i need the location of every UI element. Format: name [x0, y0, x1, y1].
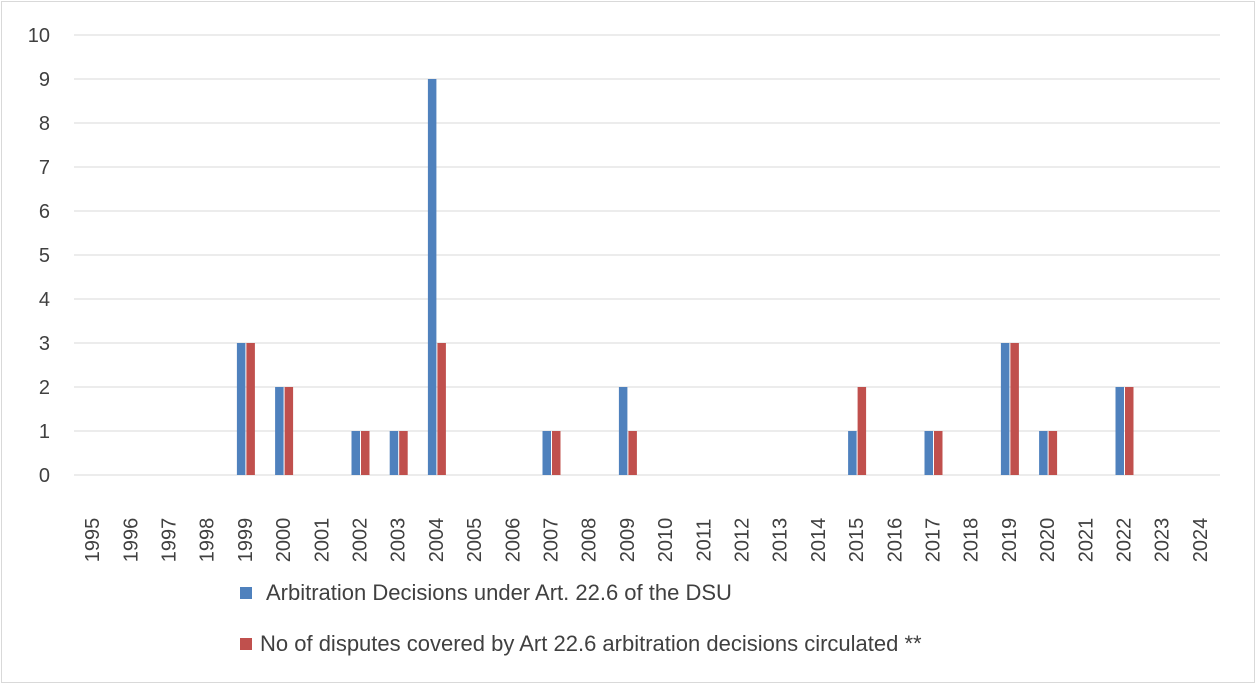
y-tick-label-5: 5 — [39, 245, 50, 267]
legend-swatch-blue — [240, 587, 252, 599]
y-tick-label-6: 6 — [39, 201, 50, 223]
x-tick-label-2017: 2017 — [923, 518, 945, 563]
legend-swatch-red — [240, 638, 252, 650]
bar-series1-2003 — [389, 431, 399, 475]
x-tick-label-1997: 1997 — [159, 518, 181, 563]
y-tick-label-7: 7 — [39, 157, 50, 179]
legend: Arbitration Decisions under Art. 22.6 of… — [240, 578, 922, 680]
bar-series1-2004 — [427, 79, 437, 475]
bar-series1-2007 — [542, 431, 551, 475]
x-tick-label-2001: 2001 — [311, 518, 333, 563]
bar-series1-2022 — [1115, 387, 1124, 475]
bar-series1-2015 — [848, 431, 857, 475]
legend-label-disputes-covered: No of disputes covered by Art 22.6 arbit… — [260, 631, 922, 656]
bar-series2-2015 — [857, 387, 867, 475]
x-tick-label-1995: 1995 — [82, 518, 104, 563]
x-tick-label-2024: 2024 — [1190, 518, 1212, 563]
x-tick-label-2003: 2003 — [388, 518, 410, 563]
bar-series2-2017 — [934, 431, 943, 475]
x-tick-label-2000: 2000 — [273, 518, 295, 563]
bar-series1-1999 — [236, 343, 246, 475]
x-tick-label-1996: 1996 — [120, 518, 142, 563]
bar-series2-2002 — [361, 431, 370, 475]
x-tick-label-2020: 2020 — [1037, 518, 1059, 563]
x-tick-label-2004: 2004 — [426, 518, 448, 563]
bar-series2-2009 — [628, 431, 637, 475]
bar-series1-2019 — [1000, 343, 1010, 475]
x-tick-label-2011: 2011 — [693, 518, 715, 561]
x-tick-label-2005: 2005 — [464, 518, 486, 563]
x-tick-label-2010: 2010 — [655, 518, 677, 563]
bar-series2-2019 — [1010, 343, 1019, 475]
y-tick-label-10: 10 — [28, 25, 50, 47]
x-axis-ticks: 1995 1996 1997 1998 1999 2000 2001 2002 2003 2004… — [82, 518, 1212, 563]
x-tick-label-2018: 2018 — [961, 518, 983, 563]
y-tick-label-0: 0 — [39, 465, 50, 487]
x-tick-label-2008: 2008 — [579, 518, 601, 563]
x-tick-label-1998: 1998 — [197, 518, 219, 563]
x-tick-label-2002: 2002 — [350, 518, 372, 563]
y-axis-ticks: 0 1 2 3 4 5 6 7 8 9 10 — [28, 25, 50, 487]
bar-series2-2000 — [284, 387, 294, 475]
legend-item-disputes-covered: No of disputes covered by Art 22.6 arbit… — [240, 629, 922, 659]
bar-series1-2002 — [351, 431, 360, 475]
x-tick-label-2006: 2006 — [502, 518, 524, 563]
y-tick-label-4: 4 — [39, 289, 50, 311]
x-tick-label-2021: 2021 — [1075, 518, 1097, 563]
x-tick-label-2023: 2023 — [1152, 518, 1174, 563]
bar-series2-2022 — [1125, 387, 1134, 475]
y-tick-label-2: 2 — [39, 377, 50, 399]
x-tick-label-2009: 2009 — [617, 518, 639, 563]
x-tick-label-2022: 2022 — [1114, 518, 1136, 563]
bar-series2-2020 — [1048, 431, 1058, 475]
x-tick-label-2015: 2015 — [846, 518, 868, 563]
bar-series2-2003 — [399, 431, 408, 475]
y-tick-label-9: 9 — [39, 69, 50, 91]
legend-item-arbitration-decisions: Arbitration Decisions under Art. 22.6 of… — [240, 578, 922, 608]
y-tick-label-8: 8 — [39, 113, 50, 135]
y-tick-label-1: 1 — [39, 421, 50, 443]
x-tick-label-2014: 2014 — [808, 518, 830, 563]
x-tick-label-2012: 2012 — [732, 518, 754, 563]
bar-series2-2007 — [552, 431, 561, 475]
bar-series1-2017 — [924, 431, 933, 475]
x-tick-label-2019: 2019 — [999, 518, 1021, 563]
legend-label-arbitration-decisions: Arbitration Decisions under Art. 22.6 of… — [266, 580, 732, 605]
bar-series2-2004 — [437, 343, 446, 475]
bar-series1-2020 — [1039, 431, 1048, 475]
bar-series1-2009 — [618, 387, 628, 475]
bar-series1-2000 — [275, 387, 284, 475]
bar-series2-1999 — [246, 343, 255, 475]
y-tick-label-3: 3 — [39, 333, 50, 355]
bars — [236, 79, 1134, 475]
gridlines — [74, 34, 1220, 476]
x-tick-label-1999: 1999 — [235, 518, 257, 563]
x-tick-label-2016: 2016 — [884, 518, 906, 563]
x-tick-label-2013: 2013 — [770, 518, 792, 563]
x-tick-label-2007: 2007 — [541, 518, 563, 563]
